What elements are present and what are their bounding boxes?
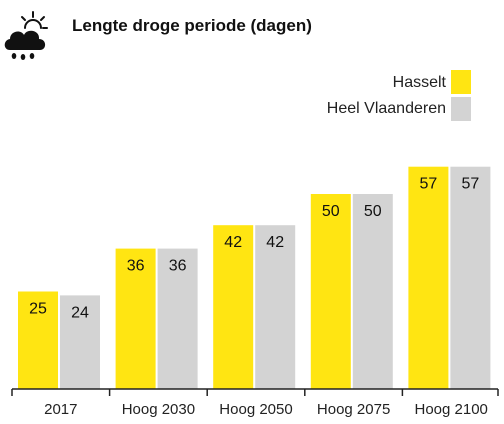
x-tick-label-4: Hoog 2100 [414,401,487,418]
x-tick-label-1: Hoog 2030 [122,401,195,418]
bar-vlaanderen-1 [157,248,198,389]
data-label-vlaanderen-1: 36 [169,258,187,275]
data-label-hasselt-2: 42 [224,234,242,251]
x-tick-label-0: 2017 [44,401,77,418]
bar-vlaanderen-3 [352,194,393,389]
data-label-hasselt-1: 36 [127,258,145,275]
legend-label-vlaanderen: Heel Vlaanderen [326,100,446,117]
data-label-vlaanderen-2: 42 [266,234,284,251]
data-label-hasselt-3: 50 [322,203,340,220]
legend-swatch-vlaanderen [451,97,471,121]
bar-vlaanderen-4 [450,166,491,389]
chart-title: Lengte droge periode (dagen) [72,16,312,35]
bar-hasselt-1 [115,248,156,389]
bar-vlaanderen-2 [255,225,296,389]
x-tick-label-2: Hoog 2050 [219,401,292,418]
bar-hasselt-4 [408,166,449,389]
legend-swatch-hasselt [451,70,471,94]
data-label-vlaanderen-0: 24 [71,304,89,321]
bar-vlaanderen-0 [60,295,100,389]
bar-hasselt-0 [18,291,58,389]
bar-hasselt-2 [213,225,254,389]
bar-hasselt-3 [310,194,351,389]
data-label-hasselt-0: 25 [29,301,47,318]
data-label-vlaanderen-4: 57 [462,176,480,193]
legend-label-hasselt: Hasselt [392,74,446,91]
data-label-hasselt-4: 57 [420,176,438,193]
x-tick-label-3: Hoog 2075 [317,401,390,418]
data-label-vlaanderen-3: 50 [364,203,382,220]
sun-cloud-rain-icon [4,11,48,60]
